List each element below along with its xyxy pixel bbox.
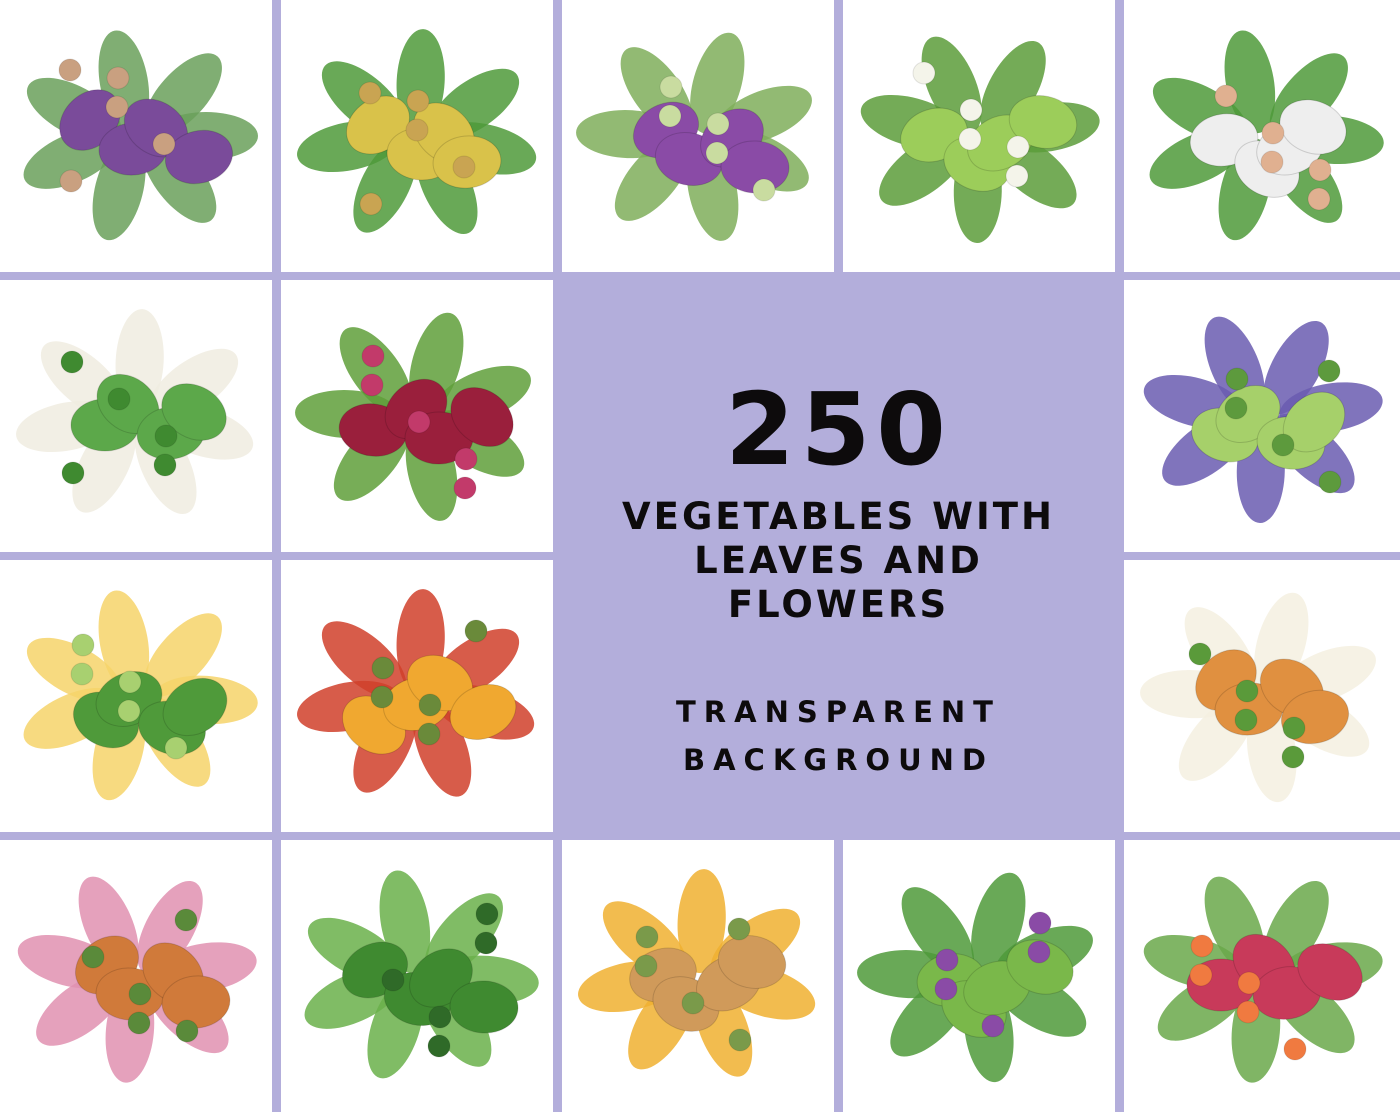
tile-cabbage bbox=[1124, 280, 1400, 552]
rhubarb-chard-illustration bbox=[1143, 876, 1383, 1083]
lemongrass-illustration bbox=[297, 29, 537, 235]
subtitle-line: FLOWERS bbox=[727, 583, 950, 626]
tile-garlic bbox=[1124, 0, 1400, 272]
tile-artichokes bbox=[0, 0, 272, 272]
parsnips-flowers-illustration bbox=[578, 869, 816, 1077]
subtitle: VEGETABLES WITH LEAVES AND FLOWERS bbox=[562, 495, 1115, 627]
corn-illustration bbox=[297, 589, 535, 797]
tile-red-cabbage bbox=[562, 0, 834, 272]
red-cabbage-illustration bbox=[576, 32, 812, 241]
artichokes-illustration bbox=[23, 30, 258, 241]
subtitle-line: VEGETABLES WITH bbox=[622, 495, 1055, 538]
tile-rhubarb-chard bbox=[1124, 840, 1400, 1112]
cucumbers-illustration bbox=[23, 590, 258, 801]
tile-lemongrass bbox=[281, 0, 553, 272]
tile-spring-onions bbox=[0, 280, 272, 552]
subtitle-line: LEAVES AND bbox=[694, 539, 983, 582]
zucchini-flowers-illustration bbox=[860, 36, 1100, 243]
tile-sweet-potatoes-flowers bbox=[1124, 560, 1400, 832]
beets-illustration bbox=[295, 312, 531, 521]
spring-onions-illustration bbox=[16, 309, 254, 515]
peas-illustration bbox=[857, 872, 1093, 1083]
tagline: TRANSPARENT BACKGROUND bbox=[562, 688, 1115, 784]
count-heading: 250 bbox=[725, 371, 952, 488]
sweet-potatoes-pink-flowers-illustration bbox=[17, 876, 257, 1083]
tagline-line: TRANSPARENT bbox=[676, 695, 1001, 729]
tile-zucchini-flowers bbox=[843, 0, 1115, 272]
cabbage-illustration bbox=[1143, 316, 1383, 523]
title-panel: 250 VEGETABLES WITH LEAVES AND FLOWERS T… bbox=[562, 280, 1115, 832]
tile-peas bbox=[843, 840, 1115, 1112]
tagline-line: BACKGROUND bbox=[683, 743, 994, 777]
tile-beets bbox=[281, 280, 553, 552]
spinach-illustration bbox=[304, 870, 539, 1079]
sweet-potatoes-flowers-illustration bbox=[1140, 592, 1376, 803]
tile-corn bbox=[281, 560, 553, 832]
tile-spinach bbox=[281, 840, 553, 1112]
tile-parsnips-flowers bbox=[562, 840, 834, 1112]
tile-cucumbers bbox=[0, 560, 272, 832]
tile-sweet-potatoes-pink-flowers bbox=[0, 840, 272, 1112]
garlic-illustration bbox=[1149, 30, 1384, 241]
